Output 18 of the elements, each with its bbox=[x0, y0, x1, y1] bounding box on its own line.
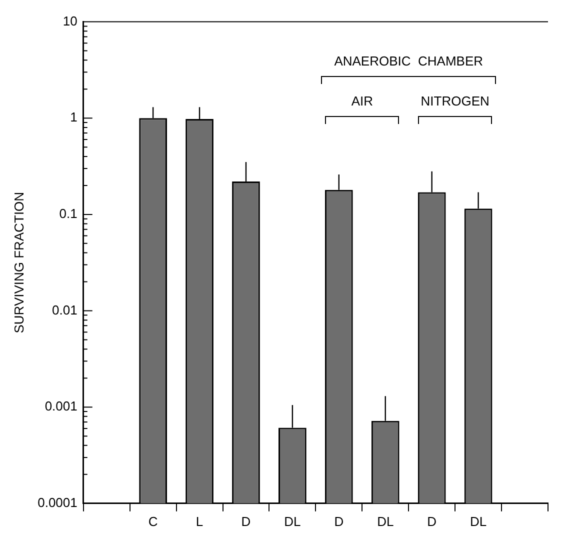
x-tick-label: DL bbox=[377, 514, 394, 529]
x-tick-label: C bbox=[148, 514, 158, 529]
x-tick-label: DL bbox=[284, 514, 301, 529]
x-tick-label: DL bbox=[470, 514, 487, 529]
y-tick-label: 0.01 bbox=[52, 302, 78, 318]
x-tick-label: D bbox=[427, 514, 437, 529]
x-tick-label: D bbox=[241, 514, 251, 529]
x-tick-label: L bbox=[196, 514, 204, 529]
y-tick-label: 0.001 bbox=[44, 398, 78, 414]
annotation: AIR bbox=[351, 93, 373, 108]
y-tick-label: 0.0001 bbox=[38, 494, 78, 510]
y-tick-label: 1 bbox=[70, 110, 78, 125]
annotation: ANAEROBIC CHAMBER bbox=[334, 53, 484, 68]
x-tick-label: D bbox=[334, 514, 344, 529]
y-tick-label: 0.1 bbox=[59, 206, 78, 222]
y-tick-label: 10 bbox=[62, 13, 78, 28]
y-axis-title: SURVIVING FRACTION bbox=[11, 192, 26, 334]
annotation: NITROGEN bbox=[420, 93, 490, 108]
